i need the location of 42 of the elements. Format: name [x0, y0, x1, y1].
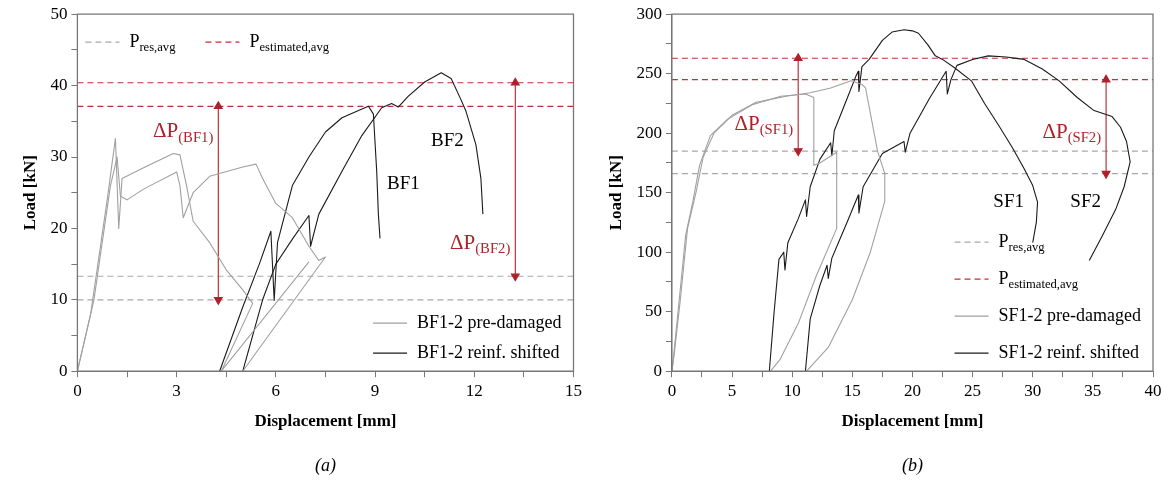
y-tick-label: 200	[636, 122, 662, 142]
text: (b)	[901, 454, 923, 476]
text: (a)	[314, 454, 336, 476]
x-tick-label: 6	[271, 380, 281, 400]
x-tick-label: 0	[667, 380, 677, 400]
y-axis-title: Load [kN]	[605, 155, 625, 231]
x-axis-title: Displacement [mm]	[254, 411, 397, 431]
legend-label: SF1-2 reinf. shifted	[998, 341, 1140, 362]
x-tick-label: 20	[903, 380, 921, 400]
y-tick-label: 0	[58, 360, 68, 380]
y-tick-label: 50	[644, 301, 662, 321]
x-tick-label: 5	[727, 380, 737, 400]
annotation: SF2	[1070, 189, 1101, 211]
y-tick-label: 50	[50, 3, 68, 23]
legend-label: BF1-2 reinf. shifted	[417, 341, 560, 362]
legend-label: SF1-2 pre-damaged	[998, 304, 1142, 325]
y-tick-label: 250	[636, 63, 662, 83]
x-tick-label: 40	[1144, 380, 1162, 400]
y-tick-label: 100	[636, 241, 662, 261]
y-tick-label: 20	[50, 217, 68, 237]
y-tick-label: 150	[636, 182, 662, 202]
x-tick-label: 30	[1024, 380, 1042, 400]
x-tick-label: 9	[370, 380, 380, 400]
legend-label: BF1-2 pre-damaged	[417, 311, 562, 332]
x-tick-label: 25	[964, 380, 982, 400]
y-tick-label: 30	[50, 146, 68, 166]
annotation: BF2	[431, 128, 464, 150]
x-tick-label: 0	[73, 380, 82, 400]
annotation: SF1	[993, 189, 1024, 211]
x-axis-title: Displacement [mm]	[841, 411, 984, 431]
x-tick-label: 10	[783, 380, 801, 400]
y-axis-title: Load [kN]	[19, 155, 39, 231]
x-tick-label: 12	[465, 380, 483, 400]
x-tick-label: 15	[843, 380, 861, 400]
annotation: BF1	[386, 171, 420, 193]
x-tick-label: 3	[172, 380, 181, 400]
y-tick-label: 40	[50, 75, 68, 95]
x-tick-label: 35	[1084, 380, 1102, 400]
y-tick-label: 0	[653, 360, 662, 380]
y-tick-label: 10	[50, 289, 68, 309]
y-tick-label: 300	[636, 3, 662, 23]
x-tick-label: 15	[565, 380, 582, 400]
